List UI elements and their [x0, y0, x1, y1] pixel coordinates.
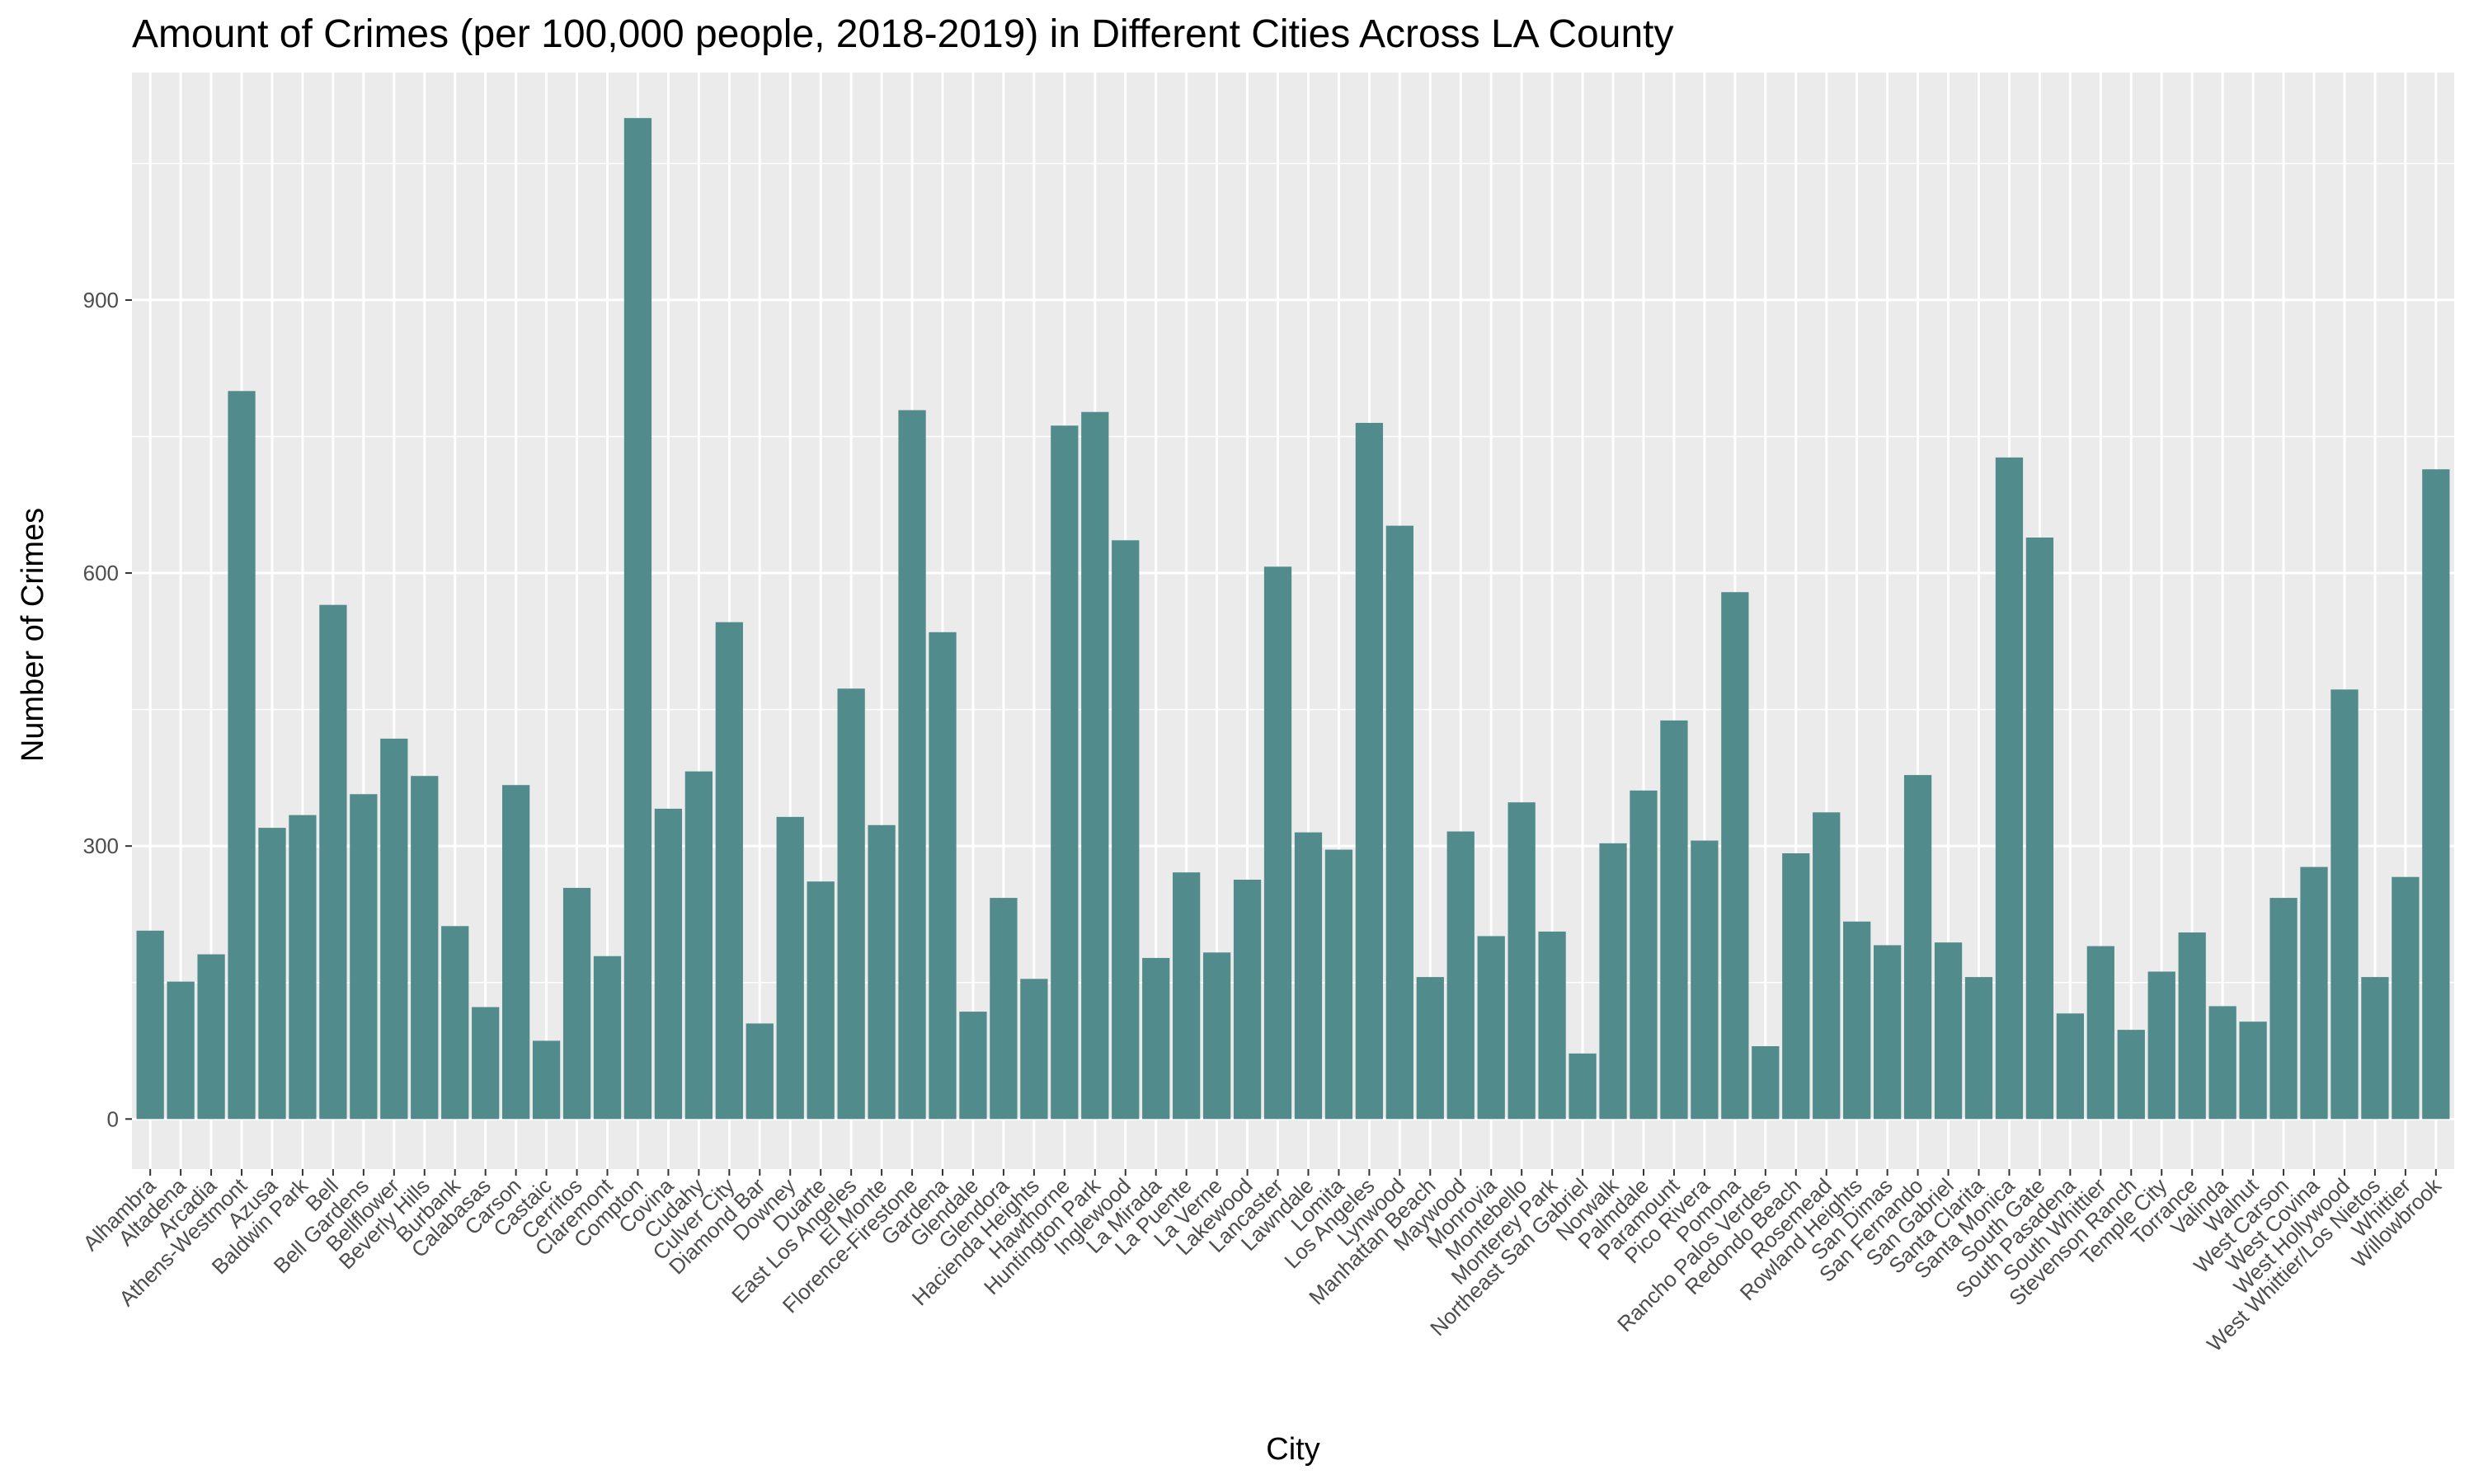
bar	[1691, 840, 1719, 1120]
bar	[380, 738, 408, 1120]
bar	[1630, 790, 1658, 1120]
bar	[2147, 971, 2175, 1120]
bar	[1660, 720, 1688, 1120]
bar	[1051, 425, 1079, 1120]
bar	[2422, 469, 2450, 1120]
bar	[776, 816, 804, 1120]
bar	[1112, 540, 1140, 1120]
y-tick-label: 0	[107, 1106, 119, 1131]
bar	[2056, 1013, 2084, 1120]
bar	[1903, 775, 1932, 1120]
bar	[228, 391, 256, 1120]
bar	[1782, 853, 1810, 1120]
bar	[2117, 1030, 2145, 1120]
bar	[807, 881, 835, 1120]
y-axis: 0 300 600 900	[83, 288, 132, 1131]
y-tick-label: 300	[83, 834, 119, 858]
bar	[654, 808, 683, 1120]
bar	[1324, 849, 1353, 1120]
bar	[929, 632, 957, 1120]
bar	[1874, 945, 1902, 1120]
bar	[1752, 1045, 1780, 1120]
bar	[1142, 957, 1170, 1120]
bar	[2331, 689, 2359, 1120]
bar	[1538, 931, 1566, 1120]
bar	[197, 954, 225, 1120]
bar	[1813, 812, 1841, 1120]
bar	[1507, 802, 1536, 1120]
bar	[1995, 457, 2024, 1120]
bar	[837, 688, 865, 1120]
bar	[2392, 876, 2420, 1120]
bar	[715, 622, 743, 1120]
bar	[1721, 592, 1749, 1120]
bar	[1416, 977, 1444, 1120]
bar	[1446, 831, 1475, 1120]
y-tick-label: 600	[83, 561, 119, 585]
bar	[441, 926, 469, 1120]
bar	[593, 956, 622, 1120]
bar	[411, 776, 439, 1120]
bar	[167, 981, 195, 1120]
bar	[623, 118, 652, 1120]
bar	[136, 930, 164, 1120]
bar	[1081, 411, 1109, 1120]
bar	[1263, 566, 1292, 1120]
bar	[684, 771, 713, 1120]
bar	[2086, 946, 2114, 1120]
bar	[1355, 422, 1384, 1120]
bar	[2239, 1021, 2267, 1120]
bar	[472, 1007, 500, 1120]
bar	[868, 824, 896, 1120]
bar	[1569, 1053, 1597, 1120]
bar	[1477, 936, 1505, 1120]
x-axis: AlhambraAltadenaArcadiaAthens-WestmontAz…	[78, 1169, 2447, 1356]
bar	[350, 794, 378, 1120]
x-axis-title: City	[1266, 1432, 1319, 1467]
bar	[2025, 538, 2054, 1120]
bar	[1599, 843, 1627, 1120]
bar	[1385, 525, 1413, 1120]
bar	[1020, 979, 1048, 1120]
bar	[1934, 942, 1963, 1120]
bar	[1173, 872, 1201, 1120]
bar	[1233, 880, 1262, 1120]
bar	[258, 828, 286, 1120]
bar	[898, 410, 926, 1120]
bar	[2300, 866, 2328, 1120]
bar	[2361, 977, 2389, 1120]
bar	[502, 785, 530, 1120]
bar	[1294, 832, 1323, 1120]
chart-title: Amount of Crimes (per 100,000 people, 20…	[132, 12, 1674, 56]
bar	[2208, 1006, 2236, 1120]
bars	[136, 118, 2450, 1120]
bar	[319, 604, 347, 1120]
y-axis-title: Number of Crimes	[16, 508, 50, 762]
bar	[745, 1023, 774, 1120]
bar	[2178, 932, 2206, 1120]
bar	[562, 887, 591, 1120]
bar	[532, 1040, 561, 1120]
bar	[1964, 977, 1993, 1120]
bar	[289, 815, 317, 1120]
bar	[1202, 952, 1231, 1120]
bar	[959, 1012, 987, 1120]
bar	[2269, 898, 2298, 1120]
bar	[1843, 921, 1871, 1120]
bar	[990, 898, 1018, 1120]
y-tick-label: 900	[83, 288, 119, 312]
